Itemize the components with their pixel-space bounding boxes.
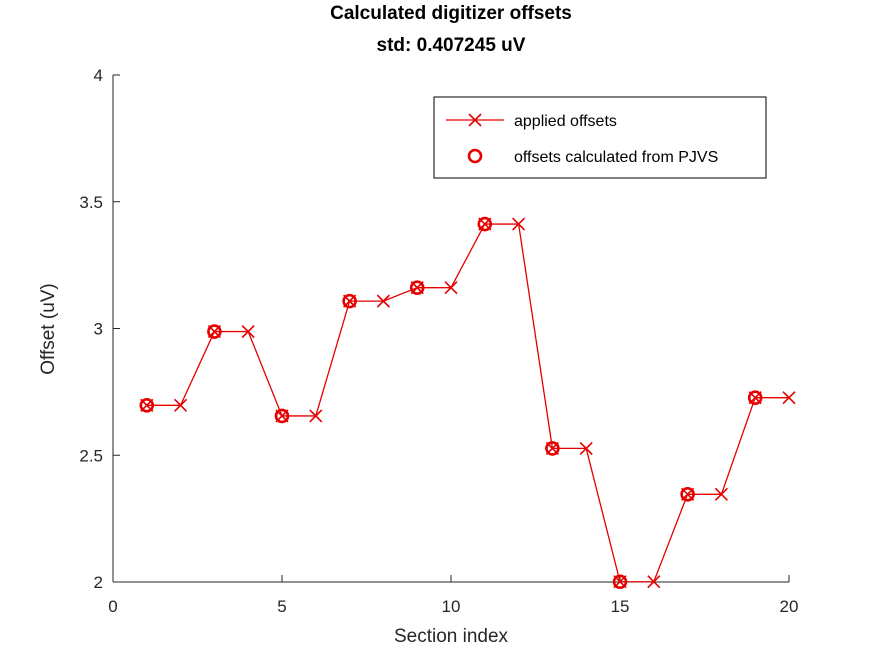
applied-offsets-line [146,223,789,583]
applied-offset-point [512,217,526,231]
pjvs-offset-point [207,324,222,339]
applied-offset-point [782,391,796,405]
x-marker-stroke [444,281,458,295]
legend-label-pjvs-offsets: offsets calculated from PJVS [514,149,718,166]
x-tick-label: 0 [108,597,117,616]
pjvs-offset-point [477,216,493,232]
applied-offset-point [714,487,728,501]
x-marker-stroke [241,324,255,339]
legend-x-marker [468,113,482,127]
pjvs-offset-point [139,398,155,413]
pjvs-offset-point [342,293,357,309]
y-axis-label: Offset (uV) [38,283,59,375]
applied-offset-point [309,409,323,423]
x-marker-stroke [376,294,390,308]
x-tick-label: 20 [780,597,799,616]
pjvs-offset-point [409,280,425,295]
legend-entry-pjvs-offsets: offsets calculated from PJVS [467,148,718,166]
y-tick-label: 2.5 [79,446,103,465]
x-marker-stroke [174,398,188,412]
chart-subtitle: std: 0.407245 uV [377,35,526,56]
series-pjvs-offsets [139,216,763,590]
legend-label-applied-offsets: applied offsets [514,113,617,130]
legend-entry-applied-offsets: applied offsets [446,113,617,130]
pjvs-offset-point [274,408,290,424]
pjvs-offset-point [545,441,560,456]
applied-offset-point [579,441,593,455]
x-tick-label: 10 [442,597,461,616]
y-tick-label: 3 [94,320,103,339]
x-marker-stroke [782,391,796,405]
x-tick-label: 5 [277,597,286,616]
x-axis-label: Section index [394,626,509,647]
applied-offset-point [647,575,661,589]
y-tick-label: 4 [94,66,103,85]
chart-title: Calculated digitizer offsets [330,3,572,24]
x-marker-stroke [309,409,323,423]
applied-offset-point [376,294,390,308]
x-tick-label: 15 [611,597,630,616]
pjvs-offset-point [680,486,695,502]
y-tick-label: 3.5 [79,193,103,212]
y-tick-label: 2 [94,573,103,592]
x-marker-stroke [714,487,728,501]
x-marker-stroke [512,217,526,231]
legend-box [433,96,767,179]
legend-circle-marker [467,148,483,164]
x-marker-stroke [579,441,593,455]
axes: 0 5 10 15 20 2 2.5 3 3.5 4 [79,66,798,616]
applied-offset-point [241,324,255,339]
x-marker-stroke [468,113,482,127]
pjvs-offset-point [612,574,628,590]
applied-offset-point [444,281,458,295]
series-applied-offsets [140,217,796,589]
plot-series [139,216,796,590]
applied-offset-point [174,398,188,412]
x-marker-stroke [647,575,661,589]
pjvs-offset-point [747,390,763,406]
legend: applied offsets offsets calculated from P… [433,96,767,179]
